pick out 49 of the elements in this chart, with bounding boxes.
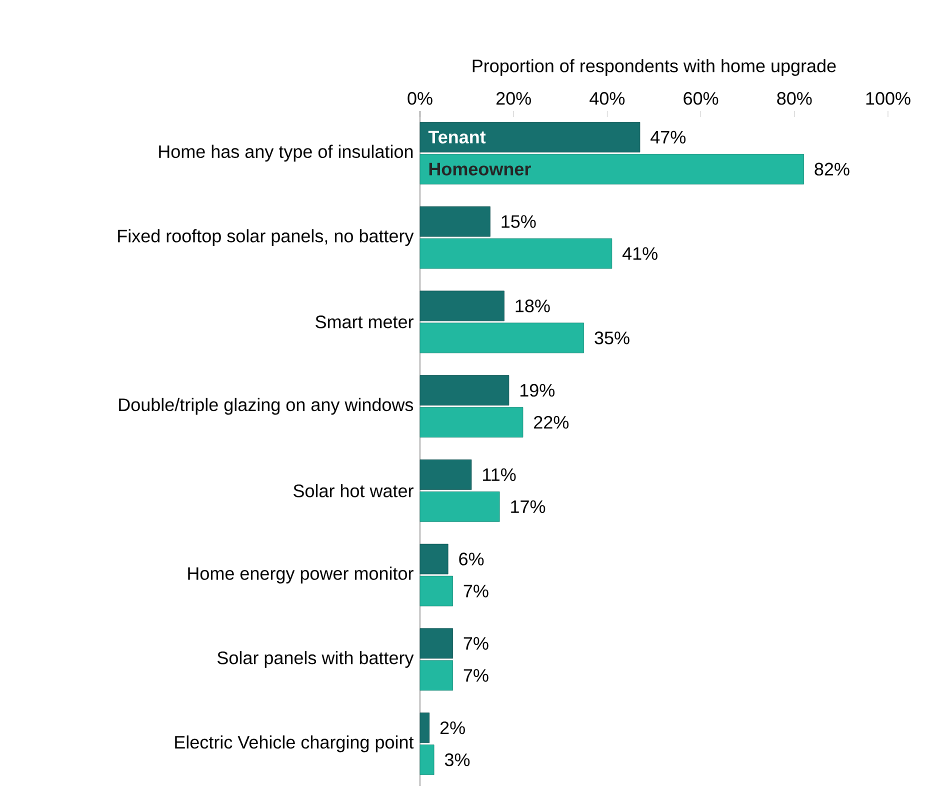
x-tick-label: 100% [866,92,910,105]
bar [420,491,500,522]
x-tick-label: 80% [777,92,812,105]
y-tick-label: Smart meter [316,316,414,328]
y-tick-label: Double/triple glazing on any windows [119,398,414,415]
bar [420,744,434,776]
bar [420,238,612,269]
data-label: 7% [464,584,488,598]
data-label: 17% [511,500,546,513]
data-label: 82% [814,162,850,176]
bar [420,576,453,606]
data-label: 7% [464,669,488,682]
bar [420,544,448,574]
bar [420,459,472,490]
bar [420,206,490,237]
bar [420,712,430,744]
data-label: 15% [502,215,536,228]
bar [420,407,524,438]
series-label: Homeowner [429,162,531,176]
y-tick-label: Solar hot water [294,484,414,498]
data-label: 35% [594,332,630,344]
data-label: 3% [444,753,470,766]
bar [420,122,640,152]
x-tick-label: 60% [684,92,718,105]
y-tick-label: Home energy power monitor [188,566,414,584]
data-label: 7% [464,637,488,650]
data-label: 18% [516,300,550,312]
bar [420,375,510,406]
x-tick-label: 20% [496,92,531,105]
data-label: 2% [440,721,465,734]
y-tick-label: Electric Vehicle charging point [175,735,414,752]
data-label: 22% [534,416,569,429]
series-label: Tenant [428,130,486,144]
y-tick-label: Home has any type of insulation [159,144,413,162]
bar [420,322,584,354]
y-tick-label: Solar panels with battery [218,651,414,668]
y-tick-label: Fixed rooftop solar panels, no battery [118,229,414,246]
data-label: 47% [650,130,686,144]
bar [420,290,504,322]
x-tick-label: 0% [408,92,432,105]
data-label: 41% [622,247,658,260]
x-axis-title: Proportion of respondents with home upgrade [472,59,836,76]
data-label: 19% [520,384,554,397]
bar [420,660,453,691]
data-label: 11% [483,468,516,481]
bar [420,628,453,659]
data-label: 6% [459,552,484,566]
x-tick-label: 40% [590,92,625,105]
bar [420,154,804,184]
